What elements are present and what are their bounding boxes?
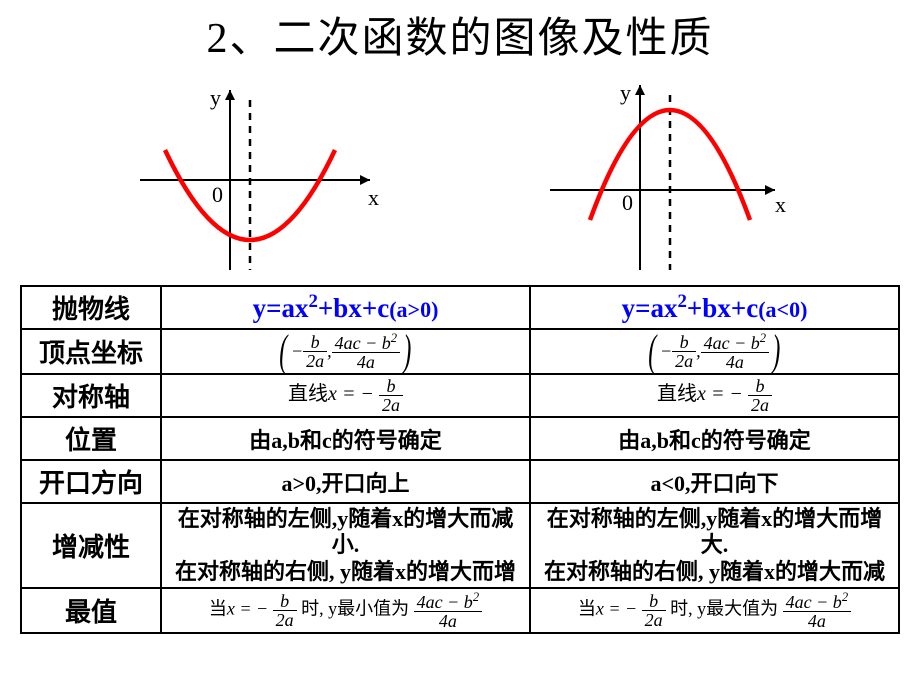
position-pos: 由a,b和c的符号确定 [161,417,530,460]
position-neg: 由a,b和c的符号确定 [530,417,899,460]
axis-neg: 直线x = − b2a [530,374,899,417]
monotonic-neg: 在对称轴的左侧,y随着x的增大而增大. 在对称轴的右侧, y随着x的增大而减 [530,503,899,588]
vertex-neg: ( − b2a , 4ac − b24a ) [530,329,899,374]
opening-neg: a<0,开口向下 [530,460,899,503]
graph-upward: y x 0 [120,70,400,280]
header-a-neg: y=ax2+bx+c(a<0) [530,286,899,329]
row-label-curve: 抛物线 [21,286,161,329]
row-label-axis: 对称轴 [21,374,161,417]
monotonic-pos: 在对称轴的左侧,y随着x的增大而减小. 在对称轴的右侧, y随着x的增大而增 [161,503,530,588]
graphs-row: y x 0 y x 0 [0,65,920,285]
page-title: 2、二次函数的图像及性质 [0,0,920,65]
extreme-neg: 当x = − b2a 时, y最大值为 4ac − b24a [530,588,899,633]
y-axis-label: y [210,85,221,110]
opening-pos: a>0,开口向上 [161,460,530,503]
row-label-monotonic: 增减性 [21,503,161,588]
x-axis-label: x [775,192,786,217]
graph-downward: y x 0 [520,70,800,280]
row-label-vertex: 顶点坐标 [21,329,161,374]
row-label-extreme: 最值 [21,588,161,633]
vertex-pos: ( − b2a , 4ac − b24a ) [161,329,530,374]
header-a-pos: y=ax2+bx+c(a>0) [161,286,530,329]
origin-label: 0 [212,182,223,207]
y-axis-label: y [620,80,631,105]
extreme-pos: 当x = − b2a 时, y最小值为 4ac − b24a [161,588,530,633]
row-label-opening: 开口方向 [21,460,161,503]
x-axis-label: x [368,185,379,210]
axis-pos: 直线x = − b2a [161,374,530,417]
origin-label: 0 [622,190,633,215]
properties-table: 抛物线 y=ax2+bx+c(a>0) y=ax2+bx+c(a<0) 顶点坐标… [20,285,900,634]
row-label-position: 位置 [21,417,161,460]
